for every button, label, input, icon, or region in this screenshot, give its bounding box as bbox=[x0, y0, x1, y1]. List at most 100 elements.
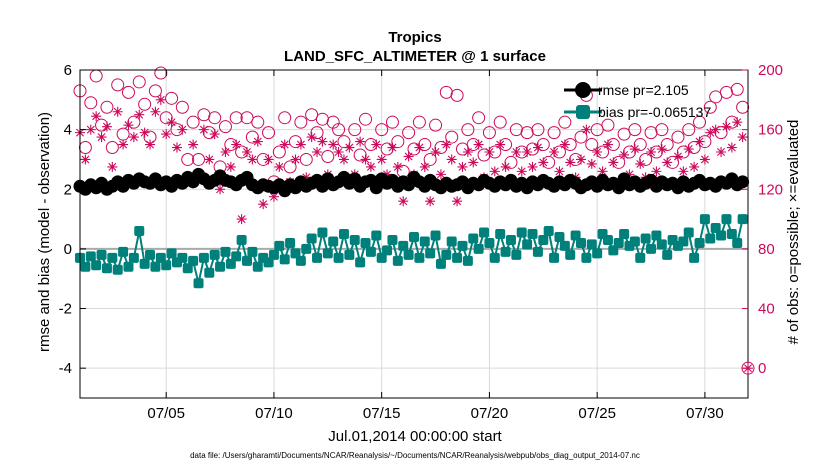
bias-point bbox=[306, 233, 317, 244]
evaluated-point bbox=[737, 132, 748, 143]
bias-point bbox=[414, 252, 425, 263]
evaluated-point bbox=[430, 147, 441, 157]
possible-point bbox=[504, 155, 518, 169]
evaluated-point bbox=[554, 166, 565, 177]
possible-point bbox=[536, 138, 550, 152]
evaluated-point bbox=[166, 117, 177, 128]
possible-point bbox=[159, 111, 173, 125]
bias-point bbox=[382, 245, 393, 256]
possible-point bbox=[132, 75, 146, 89]
y-tick-label: 2 bbox=[64, 181, 72, 198]
bias-point bbox=[112, 264, 123, 275]
evaluated-point bbox=[231, 139, 242, 150]
possible-point bbox=[612, 155, 626, 169]
evaluated-point bbox=[651, 166, 662, 177]
bias-point bbox=[107, 252, 118, 263]
evaluated-point bbox=[107, 161, 118, 172]
possible-point bbox=[601, 118, 615, 132]
possible-point bbox=[671, 130, 685, 144]
evaluated-point bbox=[215, 184, 226, 195]
possible-point bbox=[429, 118, 443, 132]
bias-point bbox=[161, 260, 172, 271]
possible-point bbox=[472, 111, 486, 125]
bias-point bbox=[495, 229, 506, 239]
bias-point bbox=[694, 237, 705, 248]
evaluated-point bbox=[258, 199, 269, 210]
bias-point bbox=[177, 252, 188, 263]
y-tick-label: -4 bbox=[59, 360, 72, 377]
bias-point bbox=[145, 249, 156, 260]
evaluated-point bbox=[597, 166, 608, 177]
evaluated-point bbox=[489, 166, 500, 177]
possible-point bbox=[121, 85, 135, 99]
possible-point bbox=[116, 127, 130, 141]
bias-point bbox=[452, 252, 463, 263]
bias-point bbox=[317, 227, 328, 238]
possible-point bbox=[698, 135, 712, 149]
bias-point bbox=[554, 231, 565, 242]
possible-point bbox=[628, 123, 642, 137]
bias-point bbox=[651, 230, 662, 241]
right-axis-marker bbox=[741, 361, 755, 375]
possible-point bbox=[660, 138, 674, 152]
possible-point bbox=[294, 115, 308, 129]
possible-point bbox=[100, 100, 114, 114]
bias-point bbox=[516, 227, 527, 238]
bias-point bbox=[441, 249, 452, 260]
possible-point bbox=[192, 152, 206, 166]
legend-rmse-marker bbox=[575, 82, 591, 98]
bias-point bbox=[640, 233, 651, 244]
evaluated-point bbox=[145, 139, 156, 150]
evaluated-point bbox=[635, 158, 646, 169]
evaluated-point bbox=[457, 161, 468, 172]
evaluated-point bbox=[382, 169, 393, 180]
bias-point bbox=[419, 236, 430, 247]
evaluated-point bbox=[220, 147, 231, 157]
possible-point bbox=[617, 127, 631, 141]
possible-point bbox=[181, 152, 195, 166]
evaluated-point bbox=[419, 161, 430, 172]
bias-point bbox=[96, 249, 107, 260]
evaluated-point bbox=[155, 94, 166, 105]
evaluated-point bbox=[263, 154, 274, 165]
evaluated-point bbox=[279, 139, 290, 150]
right-axis-marker-asterisk bbox=[743, 363, 753, 374]
evaluated-point bbox=[171, 142, 182, 153]
bias-point bbox=[387, 234, 398, 245]
evaluated-point bbox=[371, 139, 382, 150]
bias-point bbox=[91, 260, 102, 271]
evaluated-point bbox=[721, 121, 732, 132]
bias-point bbox=[732, 237, 743, 248]
possible-point bbox=[84, 96, 98, 110]
bias-point bbox=[462, 255, 473, 266]
bias-point bbox=[678, 236, 689, 247]
evaluated-point bbox=[495, 139, 506, 150]
series-rmse bbox=[73, 167, 750, 198]
possible-point bbox=[649, 145, 663, 159]
possible-point bbox=[359, 112, 373, 126]
bias-point bbox=[252, 261, 263, 272]
bias-point bbox=[285, 237, 296, 248]
possible-point bbox=[175, 100, 189, 114]
evaluated-point bbox=[177, 124, 188, 135]
bias-point bbox=[543, 226, 554, 237]
bias-point bbox=[274, 240, 285, 251]
possible-point bbox=[407, 142, 421, 156]
evaluated-point bbox=[527, 161, 538, 172]
possible-point bbox=[235, 145, 249, 159]
evaluated-point bbox=[328, 139, 339, 150]
bias-point bbox=[371, 230, 382, 241]
bias-point bbox=[409, 231, 419, 242]
possible-point bbox=[380, 142, 394, 156]
bias-point bbox=[619, 229, 630, 239]
bias-point bbox=[355, 257, 366, 268]
evaluated-point bbox=[128, 132, 139, 143]
bias-point bbox=[586, 239, 597, 250]
possible-point bbox=[305, 108, 319, 122]
evaluated-point bbox=[118, 139, 129, 150]
possible-point bbox=[703, 100, 717, 114]
possible-point bbox=[558, 115, 572, 129]
possible-point bbox=[639, 152, 653, 166]
bias-point bbox=[500, 246, 511, 257]
possible-point bbox=[337, 135, 351, 149]
